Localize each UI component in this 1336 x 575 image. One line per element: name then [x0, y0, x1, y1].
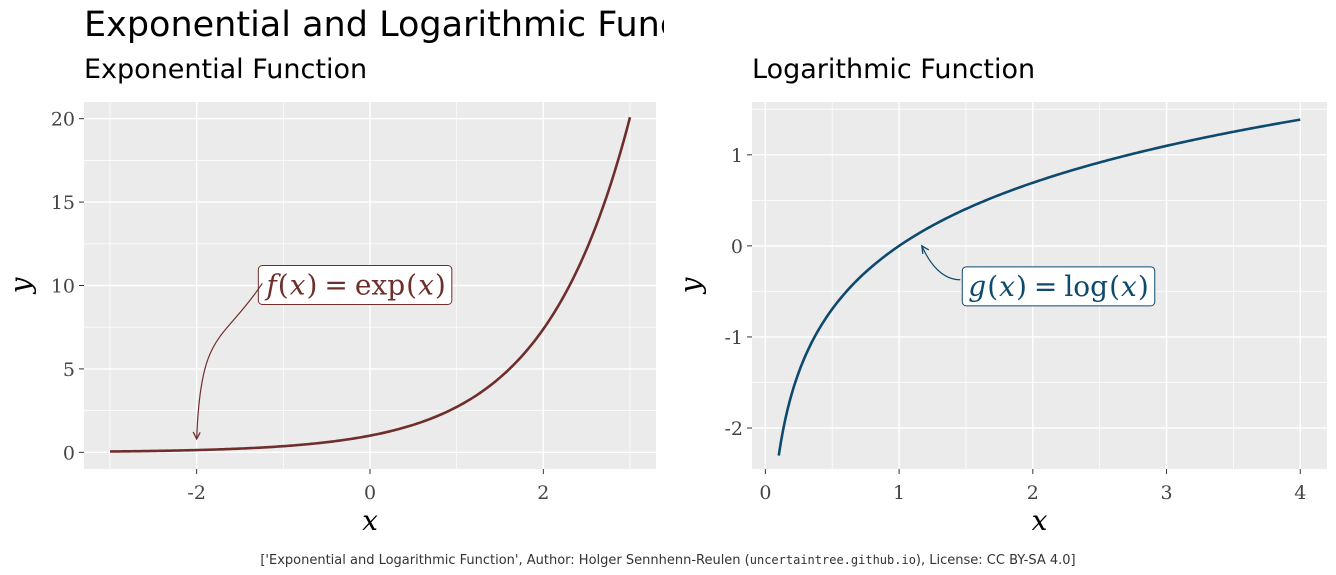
- exp-annotation-part: x: [418, 269, 434, 302]
- log-annotation-part: x: [1121, 270, 1137, 303]
- log-annotation-part: g: [968, 270, 986, 303]
- log-annotation-part: (: [1109, 270, 1120, 303]
- log-y-tick-label: 1: [731, 145, 743, 167]
- log-annotation-part: log: [1064, 270, 1108, 303]
- log-annotation: g(x) = log(x): [921, 244, 1156, 307]
- exp-annotation-label: f(x) = exp(x): [264, 269, 445, 302]
- log-y-tick-label: -1: [724, 327, 743, 349]
- panel-title-logarithmic: Logarithmic Function: [752, 54, 1036, 85]
- exp-annotation-part: =: [324, 269, 347, 302]
- log-annotation-part: ): [1016, 270, 1027, 303]
- log-y-tick-label: 0: [731, 236, 743, 258]
- log-annotation-label: g(x) = log(x): [968, 270, 1149, 303]
- main-title: Exponential and Logarithmic Functic: [84, 5, 664, 45]
- exp-y-tick-label: 20: [51, 109, 75, 131]
- log-x-tick-label: 0: [759, 482, 771, 504]
- log-y-axis-label: y: [674, 276, 707, 295]
- exp-x-tick-label: 2: [537, 482, 549, 504]
- log-annotation-arrow: [921, 245, 961, 281]
- exp-annotation-part: ): [435, 269, 446, 302]
- panel-title-exponential: Exponential Function: [84, 54, 368, 85]
- exp-y-tick-label: 10: [51, 276, 75, 298]
- caption-site: uncertaintree.github.io: [749, 553, 916, 567]
- log-y-tick-label: -2: [724, 418, 743, 440]
- exp-function-line: [109, 116, 632, 453]
- log-annotation-arrowhead: [921, 244, 930, 254]
- log-x-tick-label: 4: [1294, 482, 1306, 504]
- exp-annotation-part: exp: [355, 269, 405, 302]
- log-x-tick-label: 2: [1027, 482, 1039, 504]
- caption: ['Exponential and Logarithmic Function',…: [0, 553, 1336, 568]
- caption-suffix: ), License: CC BY-SA 4.0]: [915, 553, 1076, 568]
- log-function-line: [777, 118, 1301, 456]
- exp-annotation-part: ): [306, 269, 317, 302]
- exp-x-axis-label: x: [362, 504, 378, 537]
- exp-y-tick-label: 5: [63, 359, 75, 381]
- log-x-axis-label: x: [1032, 504, 1048, 537]
- exp-y-tick-label: 15: [51, 192, 75, 214]
- log-annotation-box: [961, 266, 1156, 307]
- exp-annotation: f(x) = exp(x): [192, 265, 453, 441]
- exp-annotation-arrow: [196, 283, 263, 439]
- exp-x-tick-label: 0: [364, 482, 376, 504]
- exp-annotation-part: (: [406, 269, 417, 302]
- exp-y-axis-label: y: [4, 276, 37, 295]
- exp-annotation-arrowhead: [192, 431, 201, 441]
- log-annotation-part: ): [1138, 270, 1149, 303]
- exp-annotation-part: (: [278, 269, 289, 302]
- log-annotation-part: x: [999, 270, 1015, 303]
- log-x-tick-label: 3: [1160, 482, 1172, 504]
- exp-x-tick-label: -2: [187, 482, 206, 504]
- exp-annotation-box: [257, 265, 453, 305]
- log-annotation-part: (: [987, 270, 998, 303]
- exp-annotation-part: x: [290, 269, 306, 302]
- exp-y-tick-label: 0: [63, 442, 75, 464]
- log-x-tick-label: 1: [893, 482, 905, 504]
- caption-prefix: ['Exponential and Logarithmic Function',…: [260, 553, 750, 568]
- log-annotation-part: =: [1034, 270, 1057, 303]
